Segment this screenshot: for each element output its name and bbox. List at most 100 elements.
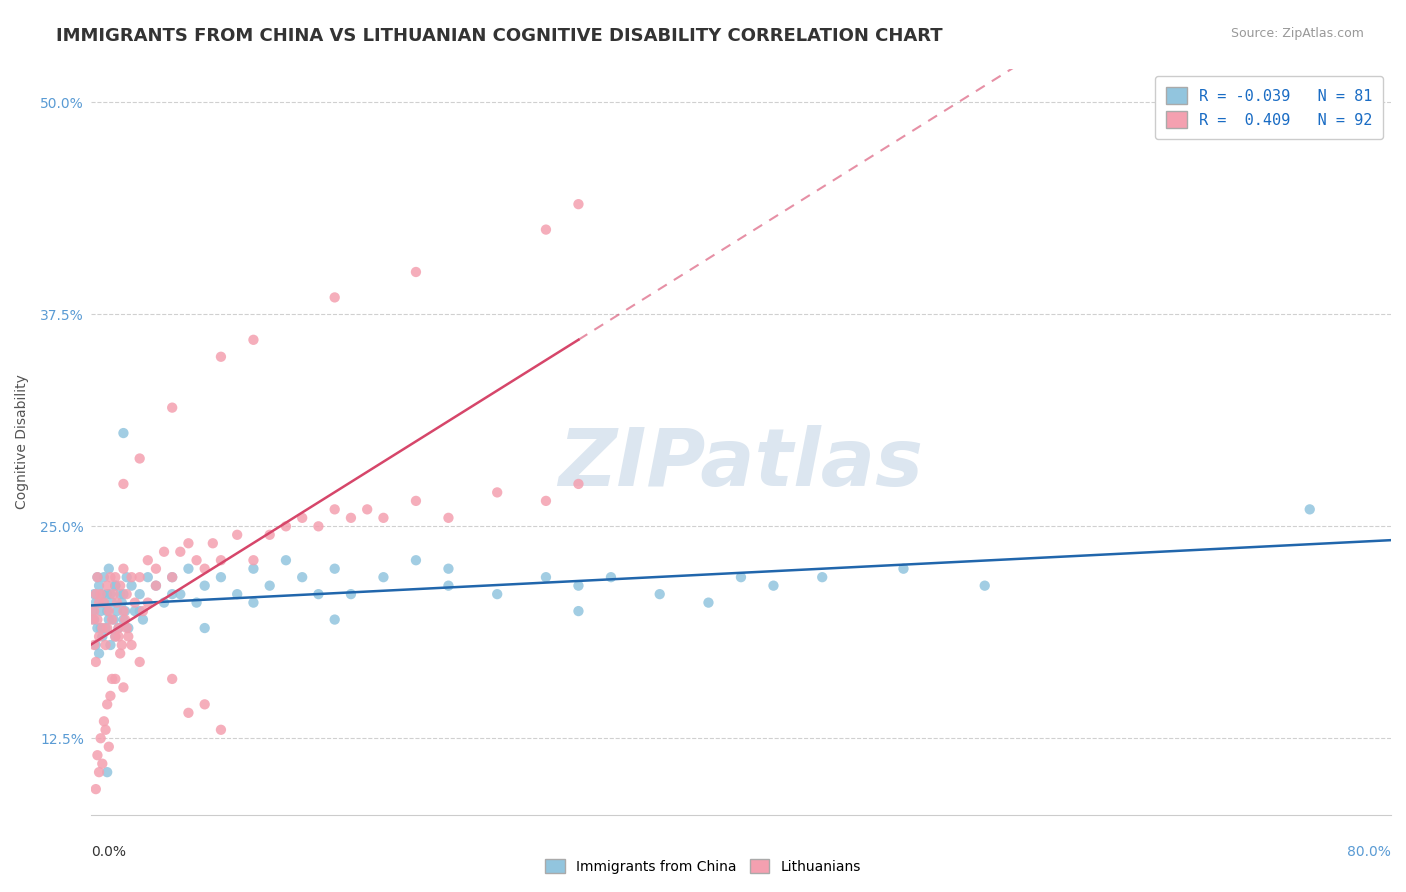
Point	[405, 553, 427, 567]
Point	[94, 621, 117, 635]
Point	[209, 350, 232, 364]
Point	[405, 494, 427, 508]
Y-axis label: Cognitive Disability: Cognitive Disability	[15, 374, 30, 509]
Point	[84, 655, 107, 669]
Point	[136, 596, 159, 610]
Point	[160, 401, 183, 415]
Point	[177, 706, 200, 720]
Point	[105, 596, 128, 610]
Point	[1299, 502, 1322, 516]
Point	[437, 562, 460, 576]
Point	[84, 782, 107, 797]
Point	[87, 579, 110, 593]
Point	[226, 587, 249, 601]
Point	[86, 621, 108, 635]
Point	[91, 756, 114, 771]
Point	[160, 570, 183, 584]
Point	[112, 425, 135, 440]
Point	[124, 596, 146, 610]
Point	[124, 604, 146, 618]
Point	[101, 613, 124, 627]
Point	[242, 562, 264, 576]
Point	[90, 731, 112, 746]
Point	[160, 570, 183, 584]
Point	[893, 562, 915, 576]
Point	[486, 587, 509, 601]
Point	[534, 494, 557, 508]
Text: IMMIGRANTS FROM CHINA VS LITHUANIAN COGNITIVE DISABILITY CORRELATION CHART: IMMIGRANTS FROM CHINA VS LITHUANIAN COGN…	[56, 27, 943, 45]
Point	[323, 502, 346, 516]
Point	[201, 536, 224, 550]
Point	[87, 596, 110, 610]
Point	[103, 587, 125, 601]
Point	[145, 579, 167, 593]
Point	[93, 570, 115, 584]
Point	[194, 621, 217, 635]
Point	[87, 765, 110, 780]
Point	[437, 511, 460, 525]
Point	[340, 511, 363, 525]
Point	[100, 638, 122, 652]
Point	[90, 604, 112, 618]
Point	[567, 579, 589, 593]
Point	[86, 613, 108, 627]
Point	[108, 587, 131, 601]
Point	[114, 613, 136, 627]
Point	[83, 638, 105, 652]
Point	[83, 613, 105, 627]
Point	[136, 553, 159, 567]
Point	[132, 613, 155, 627]
Point	[291, 570, 314, 584]
Point	[104, 630, 127, 644]
Point	[356, 502, 378, 516]
Point	[96, 579, 118, 593]
Point	[84, 638, 107, 652]
Point	[103, 613, 125, 627]
Text: 0.0%: 0.0%	[91, 845, 127, 859]
Point	[437, 579, 460, 593]
Point	[104, 630, 127, 644]
Point	[101, 596, 124, 610]
Text: 80.0%: 80.0%	[1347, 845, 1391, 859]
Point	[128, 451, 150, 466]
Point	[405, 265, 427, 279]
Point	[96, 621, 118, 635]
Point	[97, 613, 120, 627]
Point	[811, 570, 834, 584]
Point	[96, 765, 118, 780]
Point	[87, 630, 110, 644]
Point	[177, 536, 200, 550]
Point	[117, 621, 139, 635]
Text: ZIPatlas: ZIPatlas	[558, 425, 924, 503]
Point	[648, 587, 671, 601]
Point	[242, 333, 264, 347]
Point	[340, 587, 363, 601]
Point	[107, 630, 129, 644]
Point	[93, 596, 115, 610]
Point	[307, 587, 329, 601]
Point	[104, 672, 127, 686]
Point	[121, 579, 143, 593]
Point	[97, 604, 120, 618]
Point	[86, 748, 108, 763]
Point	[86, 570, 108, 584]
Point	[373, 570, 395, 584]
Point	[153, 596, 176, 610]
Point	[323, 290, 346, 304]
Point	[373, 511, 395, 525]
Point	[114, 604, 136, 618]
Point	[186, 596, 208, 610]
Point	[82, 613, 104, 627]
Point	[108, 579, 131, 593]
Point	[128, 655, 150, 669]
Legend: Immigrants from China, Lithuanians: Immigrants from China, Lithuanians	[538, 852, 868, 880]
Point	[600, 570, 623, 584]
Point	[104, 579, 127, 593]
Point	[112, 587, 135, 601]
Point	[104, 570, 127, 584]
Point	[145, 579, 167, 593]
Point	[274, 553, 297, 567]
Point	[90, 587, 112, 601]
Point	[115, 621, 138, 635]
Point	[486, 485, 509, 500]
